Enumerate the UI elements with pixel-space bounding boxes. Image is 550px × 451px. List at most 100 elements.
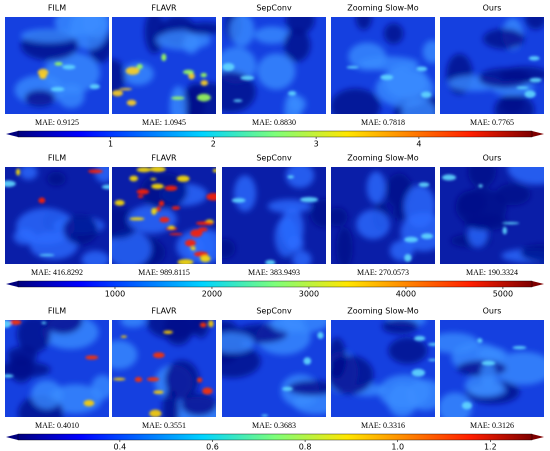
heat-spot <box>137 194 144 199</box>
colorbar-extend-low <box>6 434 18 440</box>
heat-spot <box>512 345 527 350</box>
heat-blob <box>520 244 544 262</box>
heat-spot <box>380 74 394 80</box>
heatmap-spots <box>231 175 319 264</box>
heat-spot <box>120 335 128 338</box>
panel-title: Zooming Slow-Mo <box>347 307 419 316</box>
colorbar-tick-label: 2000 <box>202 290 222 299</box>
heat-spot <box>136 167 152 173</box>
heat-spot <box>38 197 46 204</box>
heat-blob <box>331 207 348 227</box>
mae-label: MAE: 1.0945 <box>142 118 186 127</box>
heat-spot <box>156 206 161 212</box>
heat-spot <box>502 226 507 235</box>
heatmap-blobs <box>331 171 435 264</box>
mae-label: MAE: 0.8830 <box>252 118 296 127</box>
heatmap-spots <box>114 167 216 264</box>
heat-blob <box>229 17 255 47</box>
heat-spot <box>149 167 166 173</box>
colorbar-tick-label: 5000 <box>493 290 513 299</box>
heat-spot <box>151 183 164 190</box>
heatmap <box>440 17 544 114</box>
heat-blob <box>233 175 257 212</box>
heat-spot <box>200 255 211 263</box>
heat-spot <box>240 75 255 81</box>
panel-title: Ours <box>483 154 502 163</box>
heatmap-spots <box>516 56 542 98</box>
heat-spot <box>176 175 190 182</box>
heat-spot <box>416 66 428 72</box>
heat-spot <box>151 207 157 215</box>
mae-label: MAE: 0.3126 <box>470 421 514 430</box>
heat-blob <box>82 17 109 38</box>
panel-title: FLAVR <box>151 307 177 316</box>
heat-spot <box>177 259 194 264</box>
heat-spot <box>134 376 143 383</box>
heat-blob <box>482 28 525 49</box>
mae-label: MAE: 0.3316 <box>361 421 405 430</box>
mae-label: MAE: 416.8292 <box>31 268 83 277</box>
heat-spot <box>16 168 21 176</box>
heat-blob <box>493 351 544 385</box>
heat-blob <box>20 28 77 43</box>
heatmap-spots <box>461 338 527 410</box>
colorbar <box>17 280 533 288</box>
heat-spot <box>404 236 418 243</box>
heat-spot <box>208 320 214 328</box>
colorbar-tick-label: 3000 <box>299 290 319 299</box>
heat-spot <box>200 80 209 86</box>
heatmap-spots <box>404 182 434 262</box>
heatmap-spots <box>222 63 297 103</box>
heat-spot <box>129 217 145 221</box>
heat-spot <box>287 175 294 179</box>
heat-spot <box>502 221 520 225</box>
heat-spot <box>190 246 196 251</box>
heatmap-spots <box>346 66 432 98</box>
heat-spot <box>346 66 359 69</box>
heat-blob <box>127 204 177 234</box>
heat-spot <box>427 342 435 346</box>
heatmap-spots <box>112 53 211 106</box>
heat-spot <box>190 229 203 238</box>
heat-blob <box>464 214 509 231</box>
heat-spot <box>126 99 137 106</box>
heatmap <box>112 167 216 264</box>
heat-spot <box>39 254 55 257</box>
heat-spot <box>421 233 434 240</box>
heat-spot <box>169 232 183 236</box>
heat-spot <box>88 169 103 174</box>
heat-spot <box>101 184 109 190</box>
heat-spot <box>167 225 175 230</box>
colorbar-tick-label: 2 <box>211 140 216 149</box>
colorbar-tick-label: 1000 <box>105 290 125 299</box>
colorbar-tick-label: 1 <box>108 140 113 149</box>
heat-spot <box>212 168 216 173</box>
heat-spot <box>282 386 293 391</box>
heat-spot <box>83 399 95 407</box>
heat-spot <box>146 377 160 382</box>
mae-label: MAE: 270.0573 <box>357 268 409 277</box>
heat-spot <box>158 200 165 207</box>
mae-label: MAE: 0.7818 <box>361 118 405 127</box>
heat-blob <box>285 167 315 189</box>
heat-spot <box>114 199 125 206</box>
heat-blob <box>524 17 544 30</box>
heat-spot <box>411 368 426 377</box>
heatmap <box>222 320 326 417</box>
heat-spot <box>288 91 297 96</box>
heatmap-spots <box>5 168 109 257</box>
heatmap-spots <box>261 331 324 417</box>
heat-spot <box>62 64 76 70</box>
heat-blob <box>24 89 56 107</box>
colorbar-extend-high <box>532 281 544 287</box>
mae-label: MAE: 0.3551 <box>142 421 186 430</box>
heat-spot <box>428 358 435 362</box>
heatmap <box>440 167 544 264</box>
heat-spot <box>163 330 173 334</box>
heat-blob <box>288 95 307 113</box>
heat-spot <box>233 99 243 103</box>
mae-label: MAE: 0.3683 <box>252 421 296 430</box>
heat-spot <box>528 56 540 61</box>
heat-spot <box>414 335 426 341</box>
mae-label: MAE: 0.4010 <box>35 421 79 430</box>
